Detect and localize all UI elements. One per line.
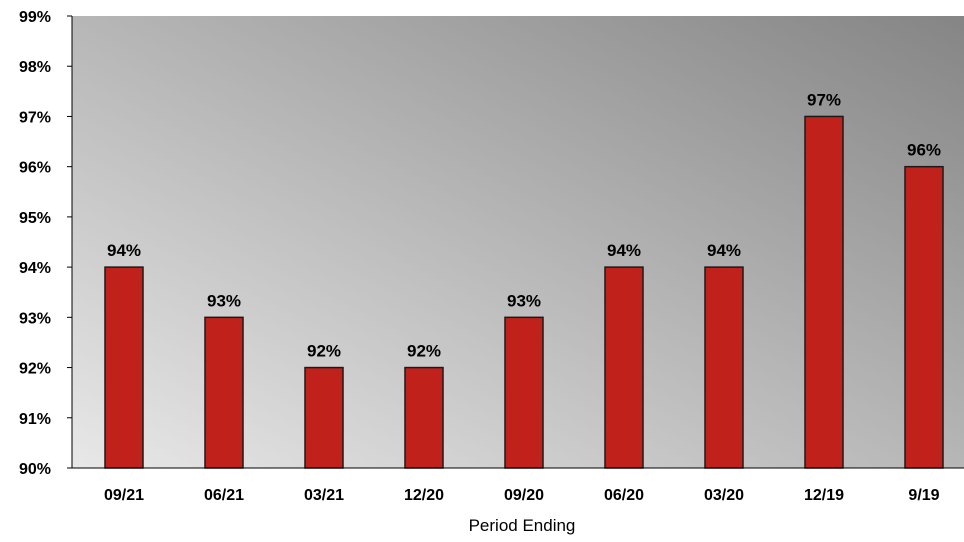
bar-03-21 [304, 366, 344, 469]
x-axis-title: Period Ending [469, 516, 576, 535]
bar-value-label: 92% [407, 342, 441, 361]
bar-09-20 [504, 316, 544, 469]
bar-9-19 [904, 165, 944, 469]
y-tick-label: 99% [19, 9, 51, 26]
x-tick-label: 06/20 [604, 487, 644, 504]
bar-value-label: 92% [307, 342, 341, 361]
bar-03-20 [704, 266, 744, 469]
y-tick-label: 91% [19, 411, 51, 428]
x-tick-label: 06/21 [204, 487, 244, 504]
y-tick-label: 96% [19, 160, 51, 177]
bar-12-19 [804, 115, 844, 469]
y-tick-label: 97% [19, 109, 51, 126]
x-tick-label: 12/19 [804, 487, 844, 504]
y-tick-label: 90% [19, 461, 51, 478]
bar-series [104, 115, 944, 469]
y-tick-label: 93% [19, 310, 51, 327]
y-tick-label: 92% [19, 361, 51, 378]
x-tick-label: 09/21 [104, 487, 144, 504]
bar-value-label: 94% [707, 241, 741, 260]
x-axis: 09/21 06/21 03/21 12/20 09/20 06/20 03/20 12/19… [72, 467, 964, 504]
data-labels: 94% 93% 92% 92% 93% 94% 94% 97% 96% [107, 90, 941, 360]
y-tick-label: 98% [19, 59, 51, 76]
bar-06-20 [604, 266, 644, 469]
bar-value-label: 93% [207, 291, 241, 310]
bar-value-label: 94% [607, 241, 641, 260]
x-tick-label: 12/20 [404, 487, 444, 504]
bar-value-label: 97% [807, 90, 841, 109]
bar-value-label: 93% [507, 291, 541, 310]
x-tick-label: 03/20 [704, 487, 744, 504]
x-tick-label: 03/21 [304, 487, 344, 504]
bar-value-label: 94% [107, 241, 141, 260]
x-tick-label: 9/19 [908, 487, 939, 504]
y-tick-label: 95% [19, 210, 51, 227]
bar-value-label: 96% [907, 141, 941, 160]
y-tick-label: 94% [19, 260, 51, 277]
bar-06-21 [204, 316, 244, 469]
y-axis: 90% 91% 92% 93% 94% 95% 96% 97% 98% 99% [19, 9, 73, 478]
x-tick-label: 09/20 [504, 487, 544, 504]
bar-12-20 [404, 366, 444, 469]
bar-09-21 [104, 266, 144, 469]
